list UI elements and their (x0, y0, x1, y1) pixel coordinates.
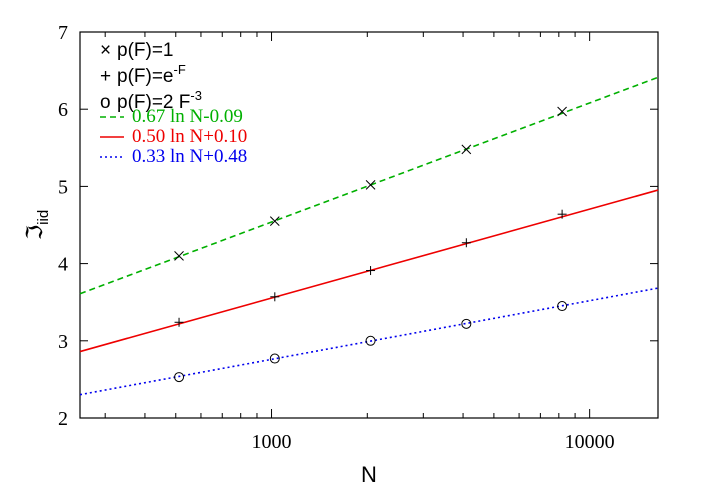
data-point (269, 216, 280, 226)
data-point (461, 318, 472, 329)
legend-marker-symbol: o (100, 92, 111, 113)
legend: × p(F)=1 + p(F)=e-F o p(F)=2 F-30.67 ln N-0.0… (100, 40, 247, 167)
y-tick-label: 4 (58, 254, 68, 276)
data-point (461, 144, 472, 155)
data-point (365, 180, 376, 190)
data-point (174, 317, 184, 327)
data-point (557, 301, 568, 312)
svg-text:ℑiid: ℑiid (22, 210, 52, 240)
y-tick-label: 2 (58, 408, 68, 430)
data-point (174, 251, 184, 261)
x-tick-label: 1000 (252, 431, 292, 453)
y-axis-ticks: 2 3 4 5 6 7 (58, 22, 658, 430)
legend-marker-symbol: × (100, 40, 111, 61)
legend-marker-label: p(F)=2 F-3 (117, 88, 202, 113)
legend-marker-label: p(F)=1 (117, 40, 174, 61)
legend-fit-label: 0.33 ln N+0.48 (132, 146, 247, 167)
y-axis-label: ℑiid (22, 210, 52, 240)
x-axis-ticks: 1000 10000 (104, 32, 615, 453)
legend-marker-label: p(F)=e-F (117, 62, 186, 87)
y-tick-label: 7 (58, 22, 68, 44)
legend-marker-symbol: + (100, 66, 111, 87)
y-tick-label: 5 (58, 176, 68, 198)
y-axis-label-main: ℑ (22, 225, 47, 240)
y-tick-label: 6 (58, 99, 68, 121)
fit-line (79, 76, 659, 295)
data-point (174, 372, 185, 383)
y-axis-label-sub: iid (35, 210, 52, 225)
data-point (461, 238, 471, 248)
data-point (269, 353, 280, 364)
data-point (270, 292, 280, 302)
plot-frame (79, 31, 659, 419)
data-point (365, 335, 376, 346)
x-tick-label: 10000 (565, 431, 615, 453)
fit-line (79, 287, 659, 396)
x-axis-label: N (361, 462, 377, 487)
data-point (366, 266, 376, 276)
data-point (557, 209, 567, 219)
y-tick-label: 3 (58, 331, 68, 353)
legend-fit-label: 0.67 ln N-0.09 (132, 106, 243, 127)
data-point (557, 106, 567, 117)
legend-fit-label: 0.50 ln N+0.10 (132, 126, 247, 147)
data-markers (174, 106, 568, 383)
